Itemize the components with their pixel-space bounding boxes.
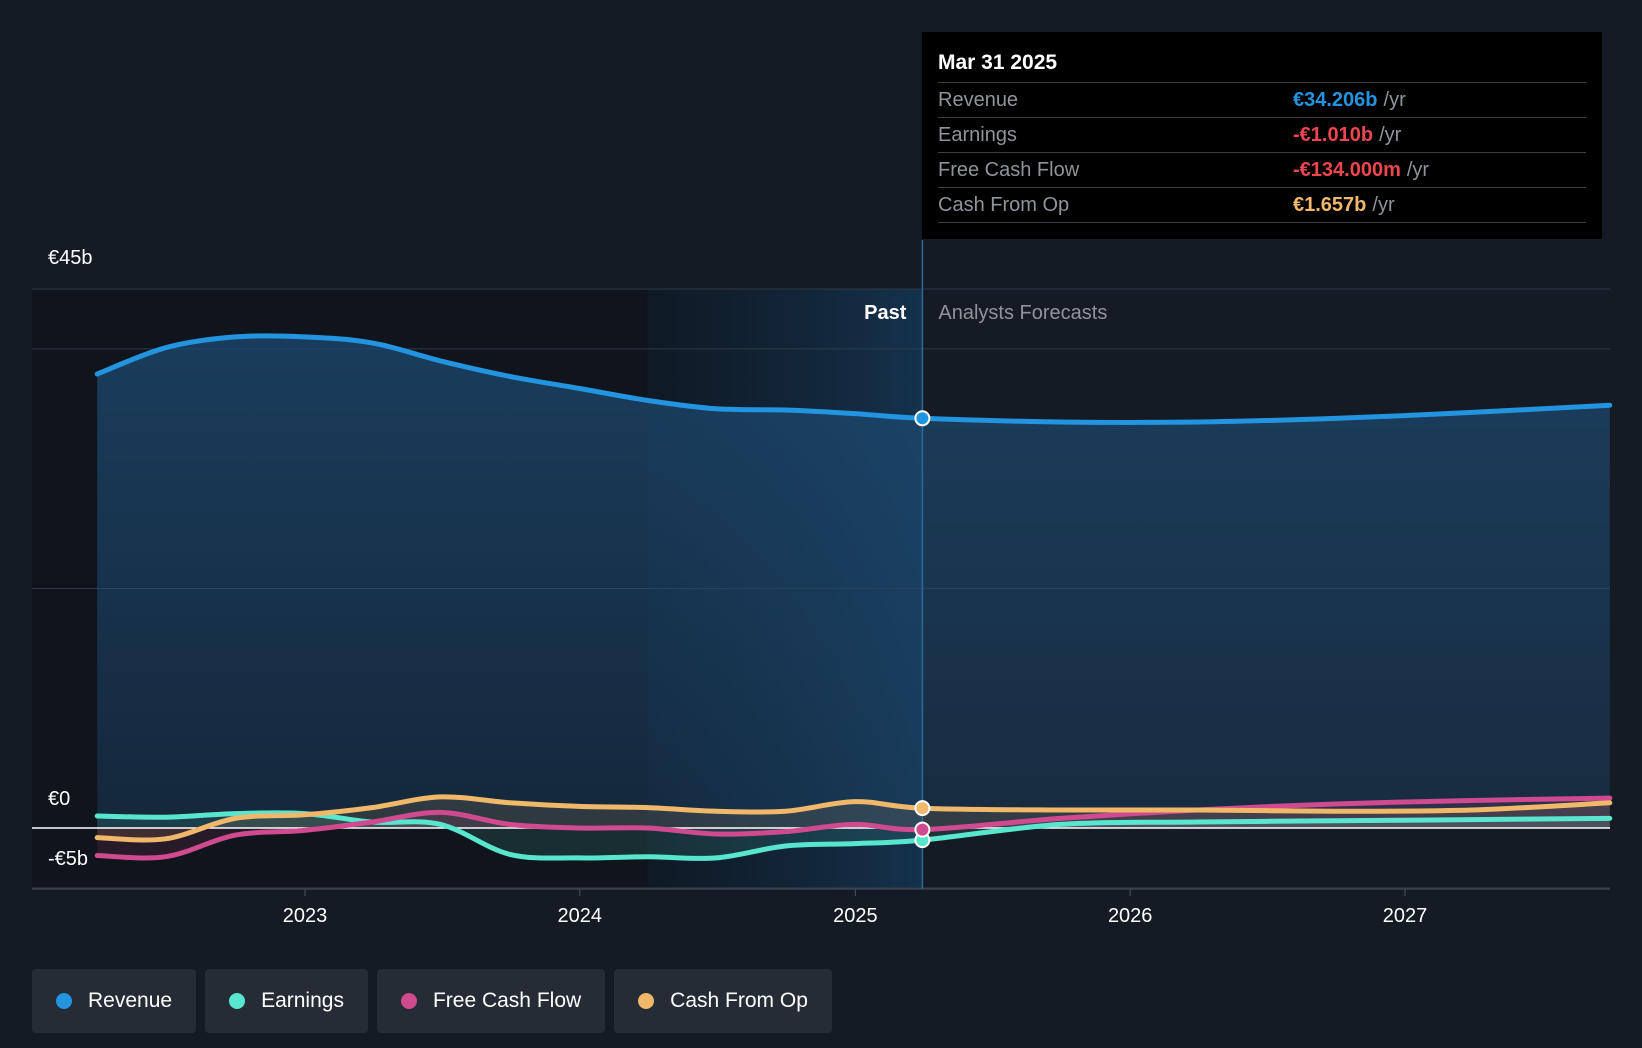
- area-revenue: [97, 335, 1610, 828]
- line-revenue: [94, 333, 1613, 425]
- x-tick-label: 2026: [1108, 905, 1153, 927]
- tooltip-label: Cash From Op: [938, 194, 1070, 216]
- tooltip-row-revenue: Revenue €34.206b /yr: [938, 83, 1586, 118]
- legend-label: Revenue: [88, 989, 173, 1012]
- tooltip-label: Free Cash Flow: [938, 159, 1080, 181]
- tooltip-panel: Mar 31 2025 Revenue €34.206b /yr Earning…: [922, 32, 1602, 239]
- y-tick-label: €45b: [48, 247, 93, 269]
- tooltip-row-free-cash-flow: Free Cash Flow -€134.000m /yr: [938, 153, 1586, 188]
- legend-label: Free Cash Flow: [432, 989, 582, 1012]
- area-cash-from-op: [97, 796, 1610, 840]
- x-tick-label: 2027: [1383, 905, 1428, 927]
- forecast-label: Analysts Forecasts: [938, 302, 1107, 324]
- line-free-cash-flow: [94, 795, 1613, 861]
- tooltip-date: Mar 31 2025: [938, 48, 1586, 83]
- legend-label: Earnings: [261, 989, 344, 1012]
- x-tick-label: 2025: [833, 905, 878, 927]
- x-tick-label: 2023: [283, 905, 328, 927]
- legend-dot: [400, 993, 417, 1009]
- legend-dot: [56, 993, 72, 1009]
- legend-item-cash-from-op[interactable]: Cash From Op: [614, 969, 832, 1033]
- marker-free-cash-flow: [914, 821, 931, 838]
- legend-item-revenue[interactable]: Revenue: [32, 969, 197, 1033]
- tooltip-row-earnings: Earnings -€1.010b /yr: [938, 118, 1586, 153]
- legend-item-earnings[interactable]: Earnings: [205, 969, 368, 1033]
- tooltip-unit: /yr: [1383, 89, 1406, 111]
- legend-dot: [229, 993, 246, 1009]
- x-tick-label: 2024: [558, 905, 603, 927]
- marker-revenue: [914, 410, 931, 427]
- tooltip-value: €34.206b: [1293, 89, 1378, 111]
- tooltip-label: Earnings: [938, 124, 1017, 146]
- tooltip-unit: /yr: [1379, 124, 1402, 146]
- tooltip-row-cash-from-op: Cash From Op €1.657b /yr: [938, 188, 1586, 223]
- tooltip-value: -€1.010b: [1293, 124, 1374, 146]
- tooltip-unit: /yr: [1406, 159, 1430, 181]
- y-tick-label: -€5b: [48, 848, 88, 870]
- legend: Revenue Earnings Free Cash Flow Cash Fro…: [32, 969, 832, 1033]
- line-cash-from-op: [94, 794, 1613, 843]
- area-free-cash-flow: [97, 798, 1610, 858]
- tooltip-value: €1.657b: [1293, 194, 1367, 216]
- tooltip-unit: /yr: [1372, 194, 1395, 216]
- legend-dot: [638, 993, 655, 1009]
- tooltip-label: Revenue: [938, 89, 1019, 111]
- marker-cash-from-op: [914, 800, 931, 817]
- area-earnings: [97, 812, 1610, 859]
- legend-label: Cash From Op: [670, 989, 808, 1012]
- past-label: Past: [864, 302, 907, 324]
- legend-item-free-cash-flow[interactable]: Free Cash Flow: [376, 969, 606, 1033]
- y-tick-label: €0: [48, 788, 70, 810]
- tooltip-value: -€134.000m: [1293, 159, 1401, 181]
